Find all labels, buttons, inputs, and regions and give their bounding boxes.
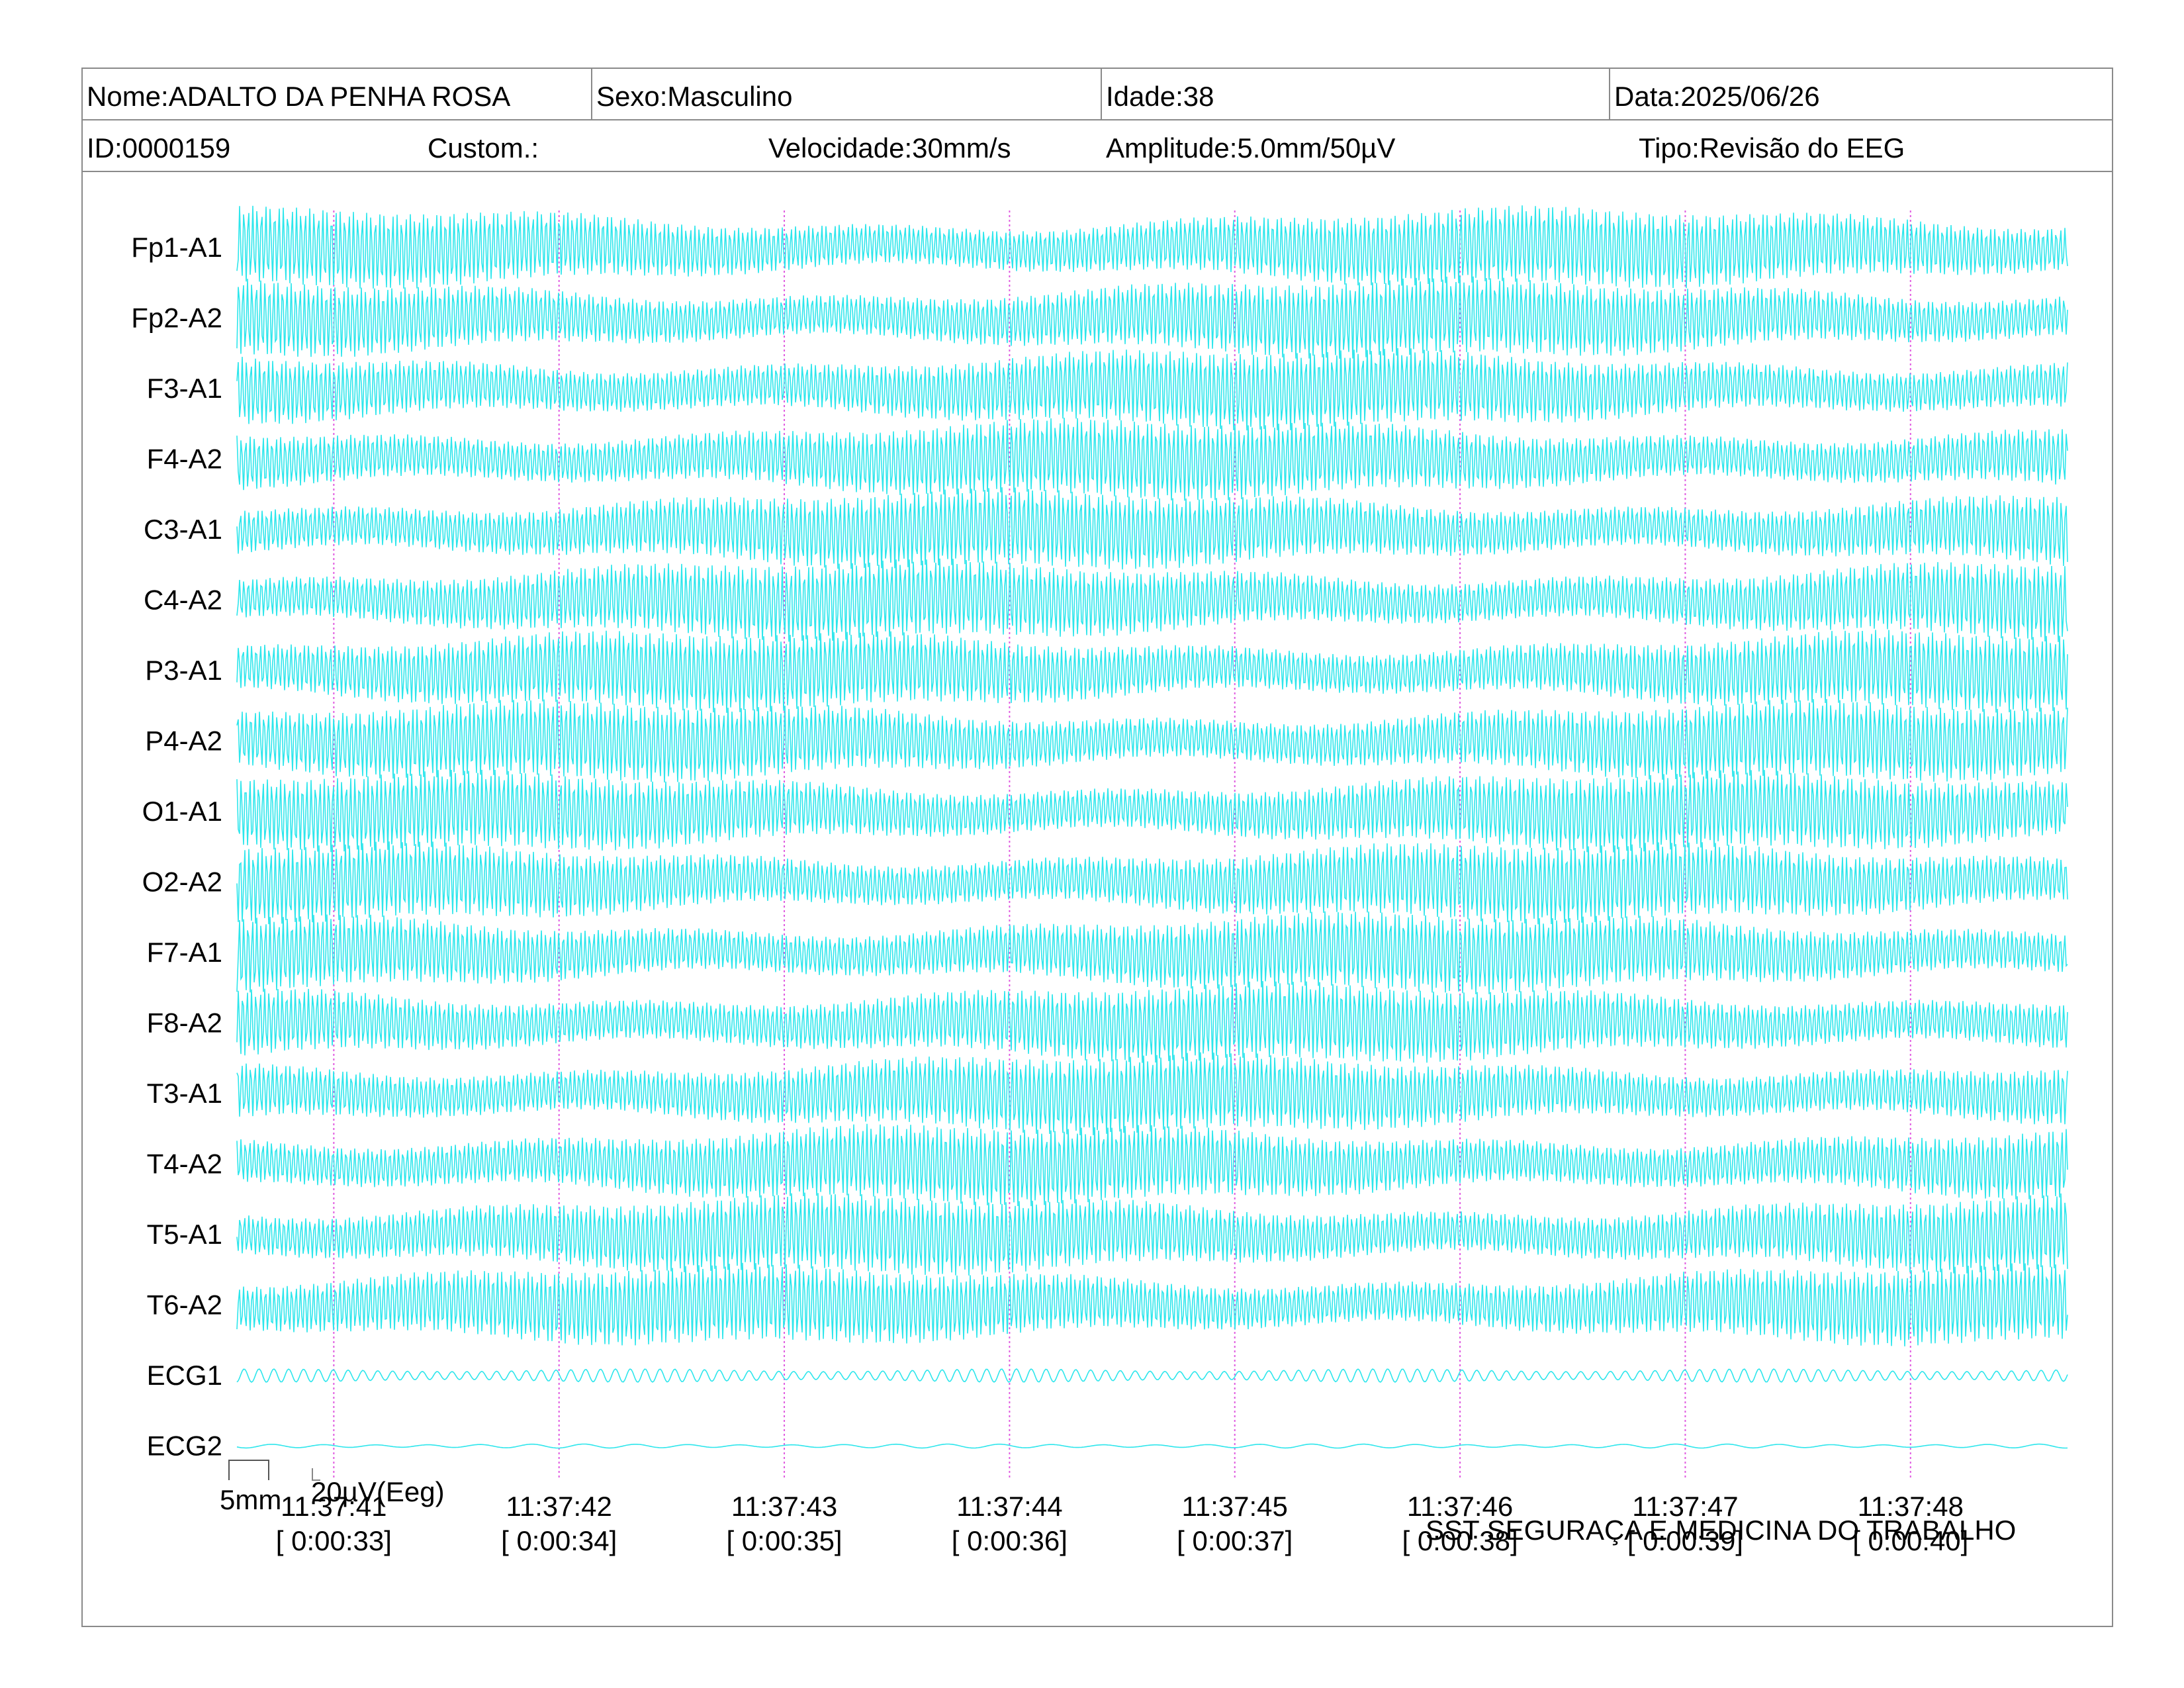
time-tick-clock: 11:37:44 — [956, 1491, 1062, 1522]
trace-o1-a1 — [236, 769, 2068, 853]
trace-o2-a2 — [236, 841, 2068, 925]
speed-setting: Velocidade:30mm/s — [768, 132, 1011, 164]
channel-label-f8-a2: F8-A2 — [147, 1008, 222, 1039]
patient-name: Nome:ADALTO DA PENHA ROSA — [83, 69, 592, 119]
amplitude-setting: Amplitude:5.0mm/50µV — [1106, 132, 1396, 164]
time-tick-elapsed: [ 0:00:34] — [501, 1525, 617, 1556]
time-tick-clock: 11:37:45 — [1182, 1491, 1288, 1522]
trace-f8-a2 — [236, 980, 2068, 1063]
channel-label-o2-a2: O2-A2 — [142, 867, 222, 898]
eeg-report-sheet: Nome:ADALTO DA PENHA ROSA Sexo:Masculino… — [81, 68, 2113, 1627]
trace-ecg2 — [236, 1443, 2068, 1449]
trace-fp1-a1 — [236, 205, 2068, 289]
scale-bar-icon — [228, 1460, 320, 1481]
time-tick-clock: 11:37:47 — [1632, 1491, 1738, 1522]
channel-label-t5-a1: T5-A1 — [147, 1219, 222, 1250]
time-tick-clock: 11:37:41 — [281, 1491, 387, 1522]
time-tick-clock: 11:37:42 — [506, 1491, 612, 1522]
time-tick-elapsed: [ 0:00:37] — [1177, 1525, 1293, 1556]
time-tick-elapsed: [ 0:00:38] — [1402, 1525, 1518, 1556]
time-tick-clock: 11:37:46 — [1407, 1491, 1513, 1522]
channel-label-ecg2: ECG2 — [147, 1430, 222, 1462]
channel-label-o1-a1: O1-A1 — [142, 796, 222, 827]
header-row-exam: ID:0000159 Custom.: Velocidade:30mm/s Am… — [83, 120, 2112, 172]
channel-label-t4-a2: T4-A2 — [147, 1149, 222, 1180]
scale-mm-label: 5mm — [220, 1484, 282, 1515]
time-tick-clock: 11:37:43 — [731, 1491, 837, 1522]
exam-type: Tipo:Revisão do EEG — [1639, 132, 1905, 164]
exam-date: Data:2025/06/26 — [1614, 81, 1820, 112]
time-tick-elapsed: [ 0:00:36] — [952, 1525, 1068, 1556]
time-tick-elapsed: [ 0:00:40] — [1852, 1525, 1968, 1556]
channel-label-f7-a1: F7-A1 — [147, 937, 222, 968]
channel-label-f4-a2: F4-A2 — [147, 444, 222, 475]
channel-label-ecg1: ECG1 — [147, 1360, 222, 1391]
header-row-patient: Nome:ADALTO DA PENHA ROSA Sexo:Masculino… — [83, 69, 2112, 120]
organization-name: SST SEGURAÇA E MEDICINA DO TRABALHO — [1426, 1515, 2017, 1546]
trace-c4-a2 — [236, 558, 2068, 642]
channel-label-p4-a2: P4-A2 — [145, 726, 222, 757]
scale-uv-label: 20µV(Eeg) — [311, 1476, 445, 1507]
channel-label-fp1-a1: Fp1-A1 — [131, 232, 222, 263]
patient-age: Idade:38 — [1102, 69, 1610, 119]
time-tick-elapsed: [ 0:00:39] — [1627, 1525, 1743, 1556]
custom-field: Custom.: — [428, 132, 539, 164]
time-tick-clock: 11:37:48 — [1858, 1491, 1964, 1522]
time-tick-elapsed: [ 0:00:35] — [726, 1525, 842, 1556]
trace-t6-a2 — [236, 1262, 2068, 1346]
trace-fp2-a2 — [236, 275, 2068, 359]
trace-f7-a1 — [236, 911, 2068, 995]
channel-label-c3-a1: C3-A1 — [144, 514, 222, 545]
trace-f3-a1 — [236, 348, 2068, 431]
channel-label-t6-a2: T6-A2 — [147, 1289, 222, 1321]
trace-f4-a2 — [236, 417, 2068, 501]
trace-t3-a1 — [236, 1052, 2068, 1136]
trace-t4-a2 — [236, 1123, 2068, 1207]
patient-id: ID:0000159 — [87, 132, 231, 164]
trace-c3-a1 — [236, 487, 2068, 570]
channel-label-p3-a1: P3-A1 — [145, 655, 222, 686]
patient-sex: Sexo:Masculino — [592, 69, 1102, 119]
channel-label-c4-a2: C4-A2 — [144, 585, 222, 616]
trace-p3-a1 — [236, 630, 2068, 713]
trace-ecg1 — [236, 1368, 2068, 1383]
trace-t5-a1 — [236, 1192, 2068, 1276]
channel-label-f3-a1: F3-A1 — [147, 373, 222, 404]
trace-p4-a2 — [236, 699, 2068, 783]
channel-label-fp2-a2: Fp2-A2 — [131, 303, 222, 334]
time-tick-elapsed: [ 0:00:33] — [276, 1525, 392, 1556]
channel-label-t3-a1: T3-A1 — [147, 1078, 222, 1109]
